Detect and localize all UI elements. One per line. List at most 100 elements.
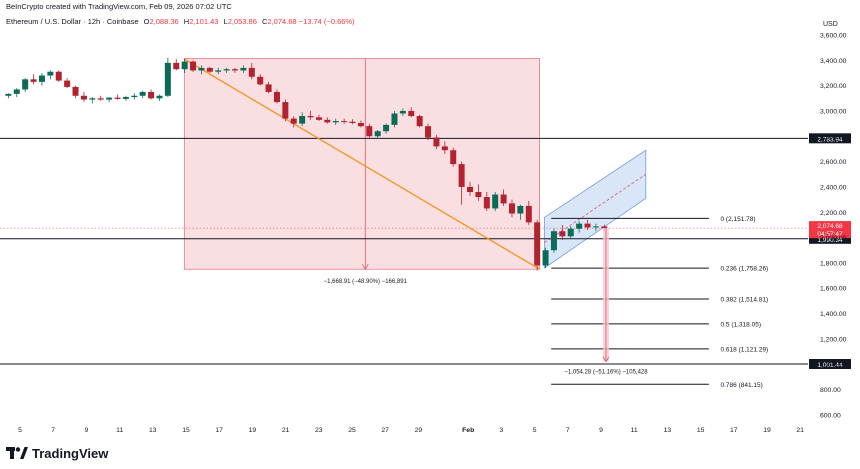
x-tick-label: 27	[381, 427, 389, 434]
candle	[525, 200, 532, 225]
drawdown-box-layer: −1,668.91 (−48.90%) −166,891	[183, 58, 540, 285]
footer-brand: TradingView	[6, 444, 108, 462]
candle	[5, 93, 12, 99]
candle	[181, 59, 188, 73]
candle	[282, 99, 289, 122]
y-tick-label: 1,400.00	[820, 311, 847, 318]
candle	[97, 95, 104, 101]
candle-body	[38, 75, 45, 82]
candle-body	[22, 79, 29, 90]
drawdown-label: −1,668.91 (−48.90%) −166,891	[324, 279, 408, 285]
brand-name: TradingView	[32, 445, 109, 461]
x-tick-label: 17	[730, 427, 738, 434]
symbol-name[interactable]: Ethereum / U.S. Dollar · 12h · Coinbase	[6, 17, 139, 26]
candle	[299, 112, 306, 127]
level-lines-layer	[0, 137, 808, 365]
y-tick-label: 800.00	[820, 387, 841, 394]
y-tick-label: 1,600.00	[820, 286, 847, 293]
candle-body	[80, 95, 87, 100]
close-value: 2,074.68	[267, 17, 297, 26]
trend-line-layer	[184, 58, 540, 270]
y-tick-label: 2,200.00	[820, 210, 847, 217]
candle	[190, 60, 197, 72]
candle	[13, 88, 20, 98]
y-tick-label: 2,400.00	[820, 184, 847, 191]
x-tick-label: 25	[348, 427, 356, 434]
candle-body	[467, 186, 474, 192]
x-tick-label: 5	[533, 427, 537, 434]
candle-body	[273, 91, 280, 103]
candle	[240, 65, 247, 73]
y-tick-label: 3,200.00	[820, 83, 847, 90]
candle	[114, 94, 121, 100]
candle	[341, 118, 348, 124]
chart-credit: BeInCrypto created with TradingView.com,…	[6, 2, 232, 11]
level-price-label: 1,990.34	[817, 237, 843, 244]
change-value: −13.74 (−0.66%)	[298, 17, 355, 26]
candle-body	[5, 93, 12, 96]
candle	[374, 129, 381, 139]
projection-layer: −1,054.28 (−51.16%) −105,428	[564, 228, 648, 376]
y-tick-label: 1,200.00	[820, 336, 847, 343]
candle	[534, 219, 541, 271]
candle-body	[576, 223, 583, 229]
rising-channel	[544, 149, 647, 269]
currency-label: USD	[823, 21, 838, 28]
y-tick-label: 2,000.00	[820, 235, 847, 242]
candle-body	[198, 67, 205, 71]
candle	[559, 224, 566, 241]
low-label: L	[223, 17, 228, 26]
x-tick-label: 19	[763, 427, 771, 434]
candle-body	[97, 98, 104, 100]
candle-body	[433, 137, 440, 147]
candle	[408, 107, 415, 118]
x-tick-label: 7	[51, 427, 55, 434]
candle	[349, 119, 356, 125]
candle	[122, 95, 129, 101]
symbol-header: Ethereum / U.S. Dollar · 12h · Coinbase …	[6, 17, 355, 26]
x-tick-label: 9	[85, 427, 89, 434]
candle-body	[450, 150, 457, 165]
y-tick-label: 1,800.00	[820, 260, 847, 267]
candle-body	[290, 118, 297, 124]
x-tick-label: 11	[116, 427, 123, 434]
candle-body	[206, 67, 213, 72]
candle	[64, 78, 71, 89]
y-tick-label: 3,000.00	[820, 108, 847, 115]
candle-body	[391, 113, 398, 125]
candle	[206, 66, 213, 73]
candle-body	[508, 203, 515, 214]
candle	[357, 120, 364, 128]
x-tick-label: 13	[149, 427, 157, 434]
candle-body	[265, 84, 272, 92]
candle-body	[492, 194, 499, 209]
drawdown-arrowhead	[361, 264, 369, 271]
candle-body	[366, 126, 373, 137]
candle-body	[257, 76, 264, 85]
candle-body	[534, 222, 541, 266]
candle-body	[139, 91, 146, 96]
candle-body	[299, 116, 306, 124]
candle-body	[399, 110, 406, 114]
candle	[542, 247, 549, 268]
candle-body	[89, 98, 96, 100]
candle	[441, 141, 448, 155]
candle-body	[374, 131, 381, 137]
candle-body	[349, 121, 356, 123]
candle	[38, 72, 45, 86]
x-tick-label: Feb	[462, 427, 474, 434]
candle	[273, 89, 280, 104]
x-tick-label: 13	[664, 427, 672, 434]
candle-body	[232, 69, 239, 71]
y-tick-label: 2,600.00	[820, 159, 847, 166]
y-tick-label: 3,600.00	[820, 33, 847, 40]
x-tick-label: 15	[182, 427, 190, 434]
x-tick-label: 19	[249, 427, 257, 434]
level-price-label: 1,001.44	[817, 362, 843, 369]
candle-body	[475, 191, 482, 198]
candle-body	[122, 97, 129, 99]
candle	[215, 67, 222, 75]
x-tick-label: 29	[415, 427, 423, 434]
candle	[416, 114, 423, 128]
